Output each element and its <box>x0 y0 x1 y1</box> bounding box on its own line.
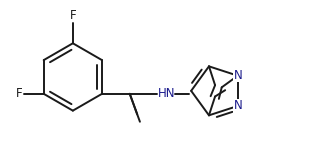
Text: N: N <box>233 69 242 82</box>
Text: N: N <box>233 100 242 112</box>
Text: F: F <box>70 10 76 22</box>
Text: F: F <box>16 87 23 100</box>
Text: HN: HN <box>158 87 176 100</box>
